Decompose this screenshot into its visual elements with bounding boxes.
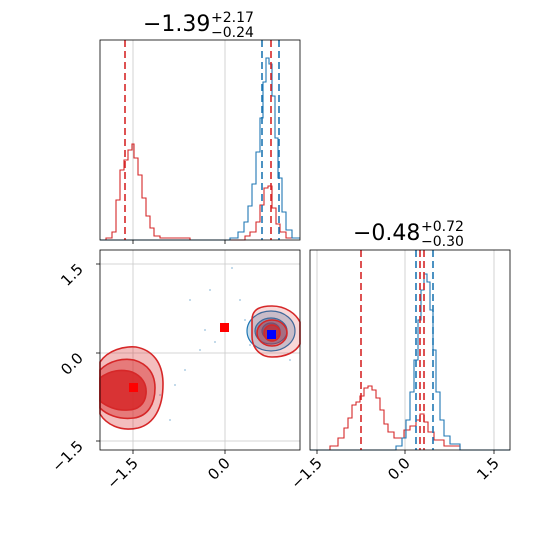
title-param-1: −1.39 — [143, 12, 210, 37]
marginal-1-red-histogram — [100, 143, 300, 241]
y-tick-label: −1.5 — [48, 437, 86, 475]
marginal-panel-2 — [309, 249, 511, 454]
x-tick-label: 1.5 — [473, 454, 503, 484]
title-param-2: −0.48 — [353, 221, 420, 246]
scatter-points — [159, 267, 291, 421]
title-1-minus: −0.24 — [211, 25, 254, 41]
marginal-1-blue-histogram — [100, 57, 300, 241]
x-tick-label: 0.0 — [204, 454, 234, 484]
y-tick-label: 1.5 — [57, 260, 87, 290]
red-square-marker — [220, 323, 229, 332]
joint-panel — [96, 249, 301, 454]
title-2-plus: +0.72 — [421, 219, 464, 235]
title-1-plus: +2.17 — [211, 10, 254, 26]
joint-grid — [100, 250, 300, 450]
red-square-marker — [129, 383, 138, 392]
marginal-2-blue-histogram — [310, 273, 510, 451]
marginal-2-quantile-lines — [360, 250, 434, 450]
x-tick-label: −1.5 — [103, 454, 141, 492]
marginal-2-red-histogram — [310, 385, 510, 451]
x-tick-label: 0.0 — [384, 454, 414, 484]
marginal-2-grid — [316, 250, 495, 450]
x-tick-label: −1.5 — [287, 454, 325, 492]
title-2-minus: −0.30 — [421, 234, 464, 250]
blue-square-marker — [267, 330, 276, 339]
title-1-median: −1.39 — [143, 12, 210, 37]
title-2-median: −0.48 — [353, 221, 420, 246]
marginal-1-grid — [132, 40, 226, 240]
marginal-panel-1 — [99, 39, 301, 244]
y-tick-label: 0.0 — [57, 349, 87, 379]
marginal-1-quantile-lines — [124, 40, 280, 240]
